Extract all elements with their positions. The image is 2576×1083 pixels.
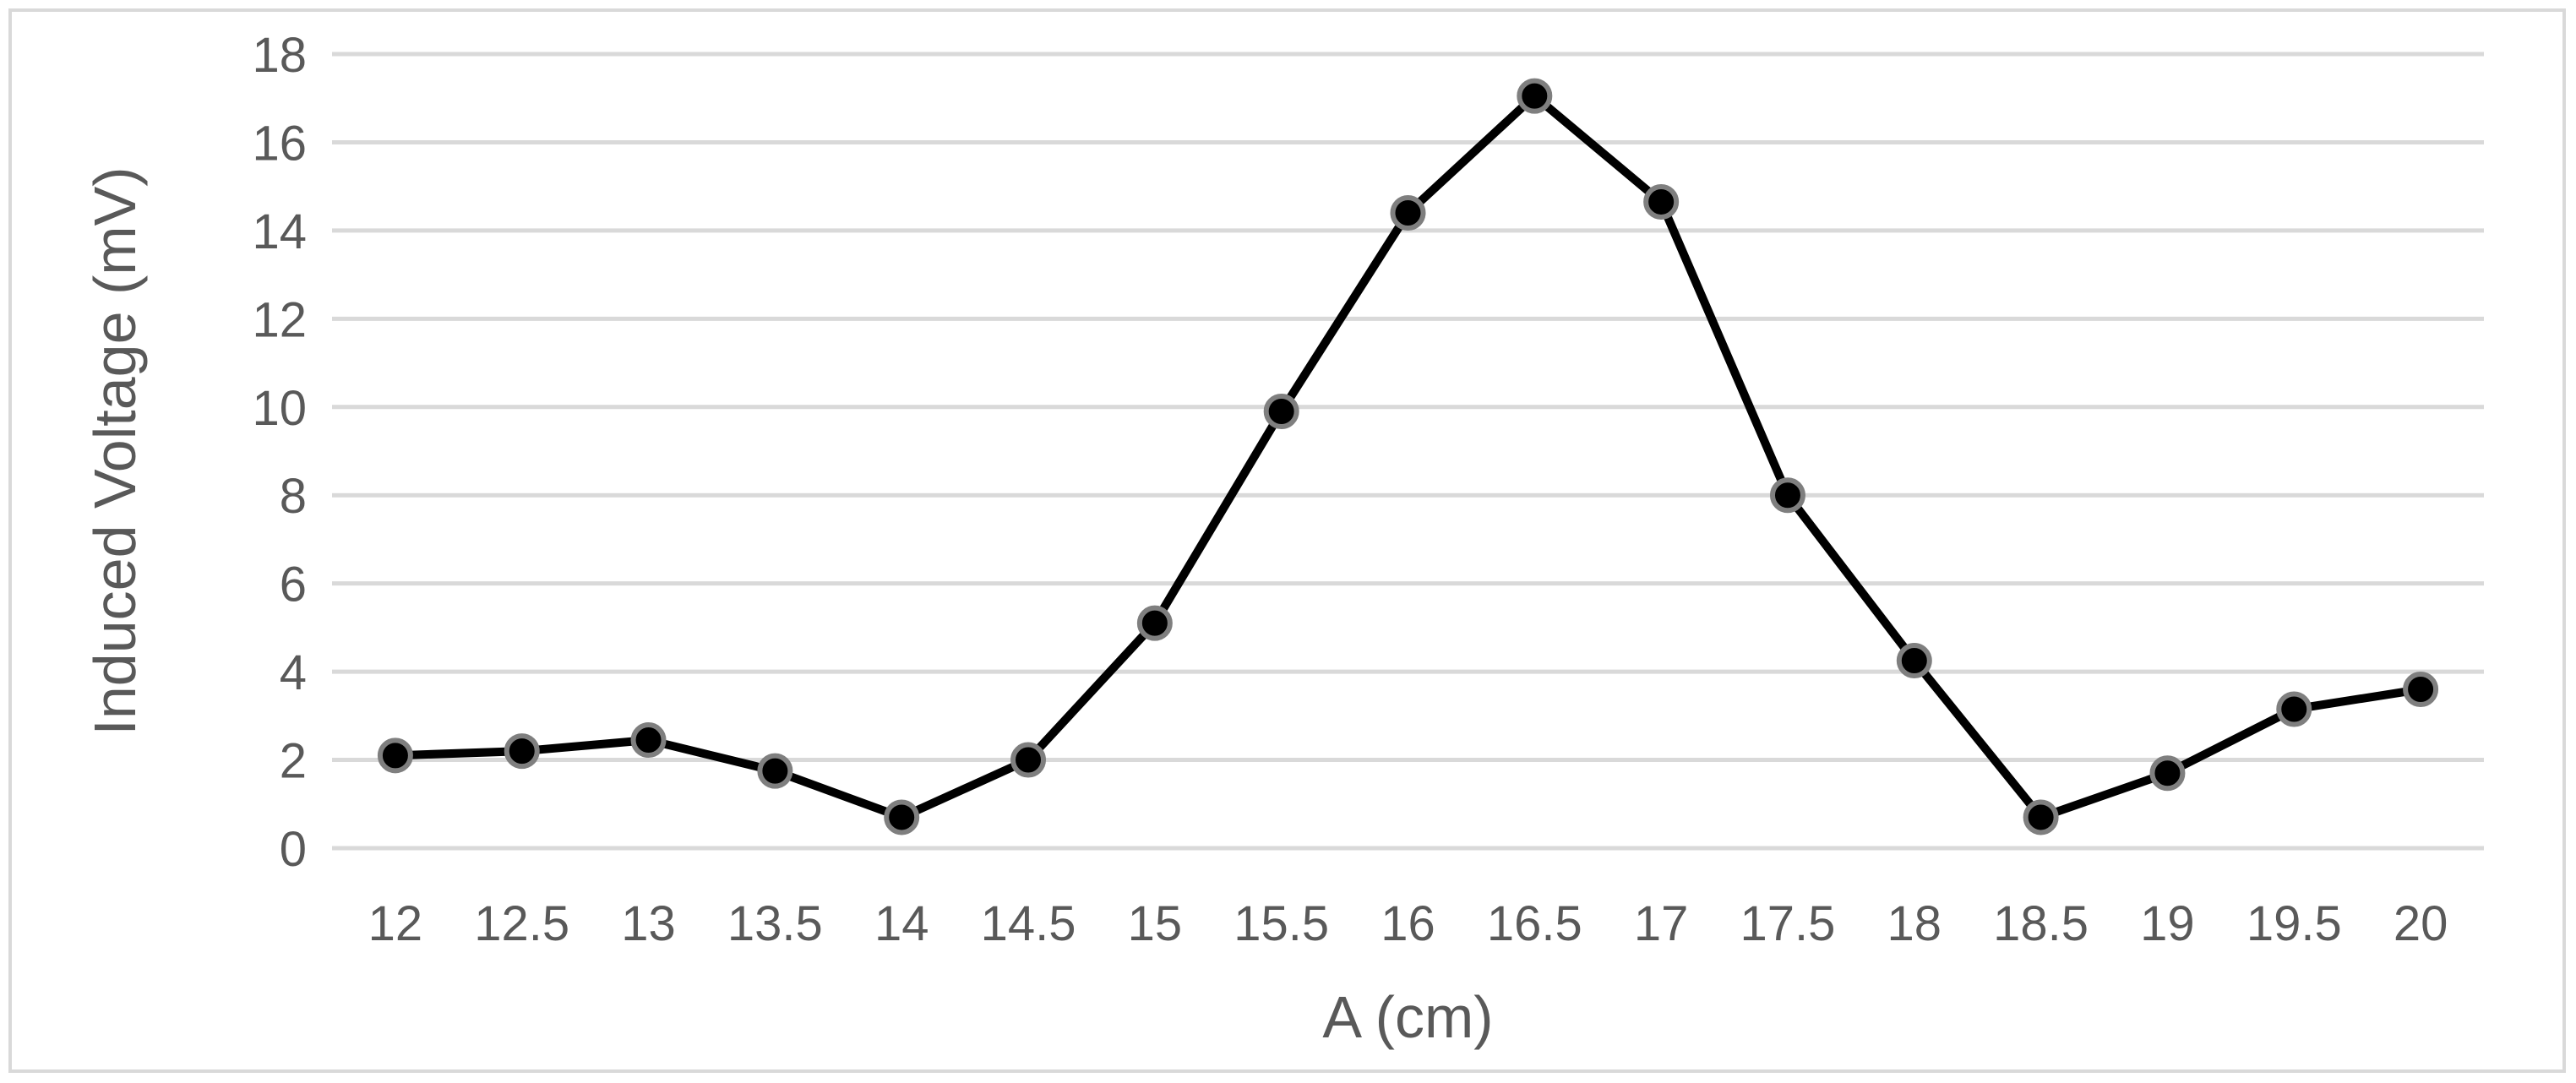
x-tick-label: 18.5 <box>1993 896 2089 951</box>
gridlines <box>332 52 2484 851</box>
data-point <box>1896 643 1932 679</box>
y-tick-label: 10 <box>252 381 307 436</box>
x-tick-label: 14 <box>874 896 929 951</box>
x-tick-label: 16.5 <box>1487 896 1582 951</box>
chart-area <box>8 8 2566 1073</box>
y-tick-label: 14 <box>252 204 307 259</box>
data-point <box>1517 78 1553 114</box>
x-tick-label: 12.5 <box>474 896 569 951</box>
x-tick-label: 17 <box>1634 896 1689 951</box>
y-tick-label: 6 <box>280 558 307 612</box>
x-axis-tick-labels: 12 12.5 13 13.5 14 14.5 15 15.5 16 16.5 17 17.5 18 18… <box>368 896 2448 951</box>
y-tick-label: 8 <box>280 469 307 524</box>
data-point <box>2403 672 2439 707</box>
x-tick-label: 20 <box>2394 896 2448 951</box>
x-tick-label: 14.5 <box>981 896 1076 951</box>
data-point <box>377 737 413 774</box>
y-tick-label: 16 <box>252 116 307 171</box>
data-point <box>2023 799 2059 835</box>
x-tick-label: 13.5 <box>727 896 823 951</box>
data-point <box>1643 183 1680 220</box>
x-tick-label: 12 <box>368 896 423 951</box>
data-point <box>1769 477 1805 514</box>
data-point <box>2276 691 2312 727</box>
data-point <box>884 799 920 835</box>
x-tick-label: 18 <box>1887 896 1942 951</box>
data-point <box>1136 605 1173 641</box>
y-tick-label: 4 <box>280 645 307 700</box>
series <box>377 78 2439 835</box>
x-tick-label: 15.5 <box>1234 896 1329 951</box>
x-tick-label: 13 <box>621 896 676 951</box>
y-tick-label: 2 <box>280 734 307 789</box>
x-tick-label: 19.5 <box>2247 896 2342 951</box>
series-0 <box>377 78 2439 835</box>
y-axis-tick-labels: 0 2 4 6 8 10 12 14 16 18 <box>252 28 307 877</box>
x-tick-label: 19 <box>2140 896 2195 951</box>
data-point <box>1010 742 1047 778</box>
data-point <box>630 722 667 759</box>
data-point <box>504 733 540 770</box>
y-axis-title: Induced Voltage (mV) <box>82 166 148 735</box>
data-point <box>2149 755 2186 792</box>
x-tick-label: 17.5 <box>1740 896 1836 951</box>
data-point <box>1390 195 1426 231</box>
data-point <box>1263 394 1299 429</box>
y-tick-label: 18 <box>252 28 307 83</box>
data-point <box>757 753 793 789</box>
y-tick-label: 0 <box>280 822 307 877</box>
x-tick-label: 15 <box>1128 896 1183 951</box>
y-tick-label: 12 <box>252 292 307 347</box>
x-axis-title: A (cm) <box>1322 984 1493 1050</box>
x-tick-label: 16 <box>1381 896 1435 951</box>
